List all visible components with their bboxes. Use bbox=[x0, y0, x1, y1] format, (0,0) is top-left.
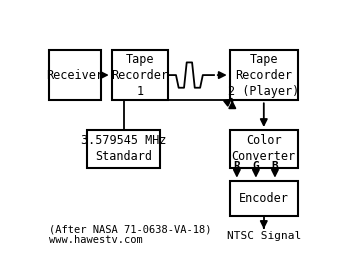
Bar bbox=[230, 130, 298, 168]
Bar bbox=[112, 50, 168, 100]
Text: B: B bbox=[272, 161, 278, 171]
Text: NTSC Signal: NTSC Signal bbox=[227, 231, 301, 241]
Bar bbox=[88, 130, 160, 168]
Text: Color
Converter: Color Converter bbox=[232, 135, 296, 163]
Text: Tape
Recorder
2 (Player): Tape Recorder 2 (Player) bbox=[228, 53, 299, 98]
Text: Receiver: Receiver bbox=[46, 68, 103, 82]
Text: Encoder: Encoder bbox=[239, 192, 289, 205]
Text: G: G bbox=[253, 161, 259, 171]
Bar bbox=[48, 50, 101, 100]
Text: Tape
Recorder
1: Tape Recorder 1 bbox=[111, 53, 168, 98]
Text: R: R bbox=[234, 161, 240, 171]
Text: 3.579545 MHz
Standard: 3.579545 MHz Standard bbox=[81, 135, 166, 163]
Text: www.hawestv.com: www.hawestv.com bbox=[48, 235, 142, 246]
Bar bbox=[230, 181, 298, 216]
Bar bbox=[230, 50, 298, 100]
Text: (After NASA 71-0638-VA-18): (After NASA 71-0638-VA-18) bbox=[48, 225, 211, 235]
